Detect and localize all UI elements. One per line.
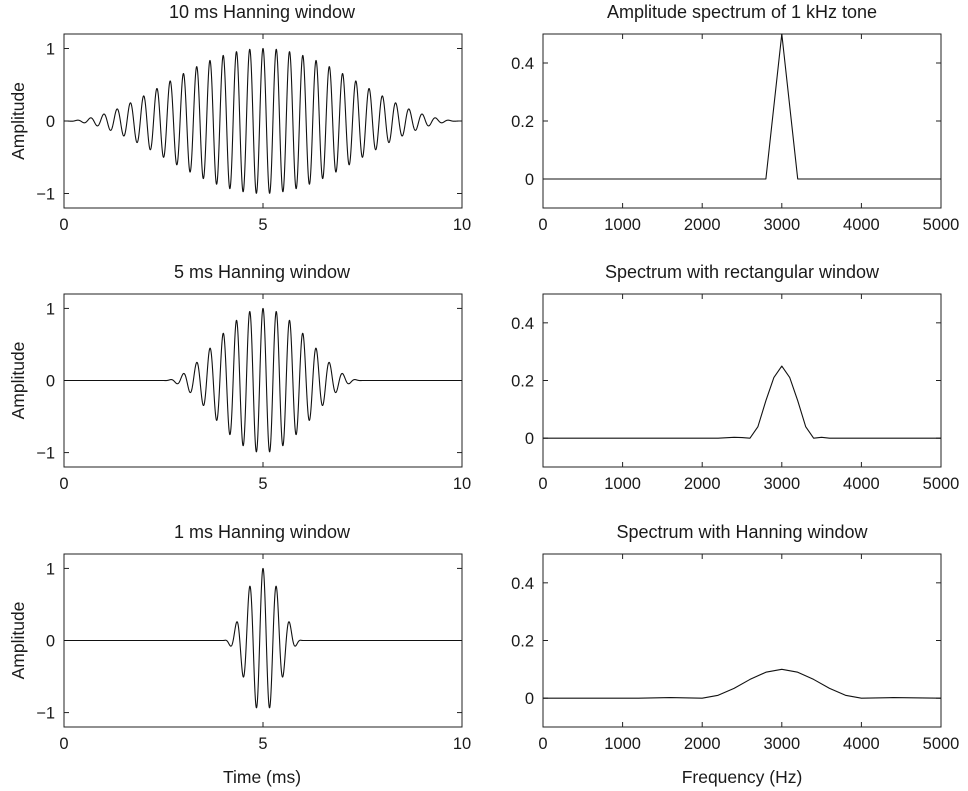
series-line: [543, 365, 941, 439]
x-tick-label: 0: [59, 735, 68, 753]
x-tick-label: 0: [59, 216, 68, 234]
x-tick-label: 10: [453, 735, 471, 753]
y-tick-label: 0.4: [511, 575, 534, 593]
y-axis-label: Amplitude: [8, 602, 28, 680]
x-tick-label: 5: [258, 735, 267, 753]
y-tick-label: 0: [46, 373, 55, 391]
x-tick-label: 2000: [684, 735, 721, 753]
x-tick-label: 1000: [604, 735, 641, 753]
x-tick-label: 3000: [763, 735, 800, 753]
plot-frame: [542, 33, 942, 209]
y-tick-label: 0: [525, 430, 534, 448]
plot-frame: [542, 293, 942, 468]
y-tick-label: 0.2: [511, 113, 534, 131]
y-axis-label: Amplitude: [8, 82, 28, 160]
x-tick-label: 3000: [763, 216, 800, 234]
panel-title: Spectrum with Hanning window: [616, 522, 868, 542]
y-tick-label: 0.2: [511, 633, 534, 651]
panel-1ms-hanning-window: 1 ms Hanning window Time (ms) 0 5 1010−1Am…: [8, 522, 471, 787]
y-tick-label: 1: [46, 41, 55, 59]
panel-title: Spectrum with rectangular window: [605, 262, 880, 282]
x-tick-label: 10: [453, 475, 471, 493]
panel-title: Amplitude spectrum of 1 kHz tone: [607, 2, 877, 22]
x-tick-label: 2000: [684, 475, 721, 493]
x-tick-label: 3000: [763, 475, 800, 493]
x-tick-label: 0: [538, 735, 547, 753]
plot-frame: [63, 33, 463, 209]
series-line: [63, 47, 463, 194]
series-line: [63, 567, 463, 709]
x-tick-label: 0: [538, 216, 547, 234]
y-axis-label: Amplitude: [8, 342, 28, 420]
x-axis-label: Frequency (Hz): [682, 767, 803, 787]
x-tick-label: 0: [538, 475, 547, 493]
x-tick-label: 4000: [843, 735, 880, 753]
series-line: [543, 33, 941, 180]
panel-title: 10 ms Hanning window: [169, 2, 356, 22]
x-tick-label: 5: [258, 216, 267, 234]
x-tick-label: 4000: [843, 475, 880, 493]
y-tick-label: 0: [525, 171, 534, 189]
x-axis-label: Time (ms): [223, 767, 301, 787]
series-line: [63, 307, 463, 453]
x-tick-label: 1000: [604, 216, 641, 234]
plot-frame: [542, 553, 942, 728]
x-tick-label: 4000: [843, 216, 880, 234]
y-tick-label: 0.2: [511, 373, 534, 391]
x-tick-label: 5000: [923, 475, 960, 493]
series-line: [543, 668, 942, 699]
x-tick-label: 5: [258, 475, 267, 493]
y-tick-label: 0.4: [511, 55, 534, 73]
panel-amplitude-spectrum: Amplitude spectrum of 1 kHz tone 0 1000 20…: [511, 2, 959, 234]
panel-title: 5 ms Hanning window: [174, 262, 351, 282]
y-tick-label: 1: [46, 300, 55, 318]
y-tick-label: −1: [36, 186, 55, 204]
y-tick-label: −1: [36, 445, 55, 463]
panel-hanning-window-spectrum: Spectrum with Hanning window Frequency (…: [511, 522, 959, 787]
y-tick-label: 0: [525, 690, 534, 708]
panel-title: 1 ms Hanning window: [174, 522, 351, 542]
x-tick-label: 1000: [604, 475, 641, 493]
y-tick-label: −1: [36, 705, 55, 723]
x-tick-label: 2000: [684, 216, 721, 234]
y-tick-label: 1: [46, 560, 55, 578]
x-tick-label: 0: [59, 475, 68, 493]
y-tick-label: 0: [46, 113, 55, 131]
x-tick-label: 10: [453, 216, 471, 234]
x-tick-label: 5000: [923, 735, 960, 753]
x-tick-label: 5000: [923, 216, 960, 234]
panel-rectangular-window-spectrum: Spectrum with rectangular window 0 1000 20…: [511, 262, 959, 493]
y-tick-label: 0: [46, 633, 55, 651]
y-tick-label: 0.4: [511, 315, 534, 333]
